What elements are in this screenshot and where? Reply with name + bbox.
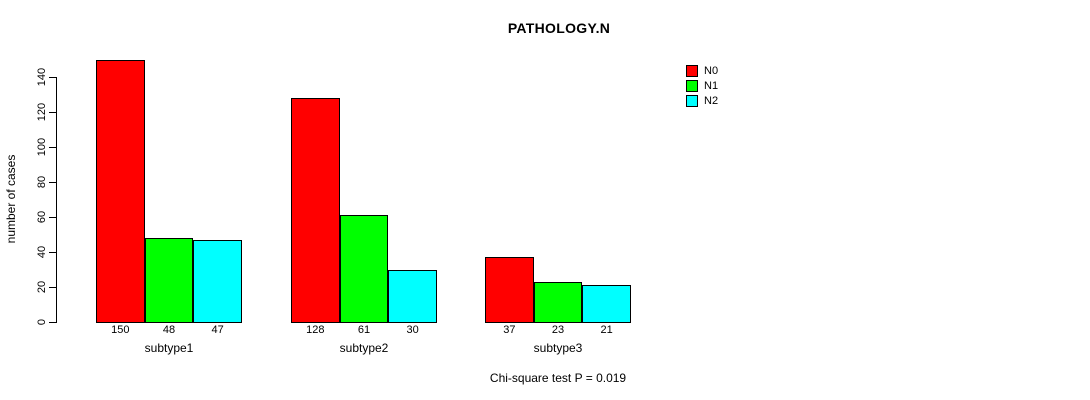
bar-n0-subtype2: [291, 98, 340, 323]
bar-n0-subtype1: [96, 59, 145, 323]
bar-n0-subtype3: [485, 257, 534, 323]
group-label-subtype3: subtype3: [533, 341, 583, 355]
y-tick-label: 140: [36, 67, 48, 87]
chart-title: PATHOLOGY.N: [507, 20, 611, 36]
legend: N0 N1 N2: [686, 65, 718, 110]
bar-value-label: 47: [211, 324, 224, 336]
bar-value-label: 30: [406, 324, 419, 336]
bar-n1-subtype2: [339, 215, 389, 323]
legend-label: N0: [704, 65, 719, 77]
bar-value-label: 23: [551, 324, 565, 336]
y-axis-label: number of cases: [4, 154, 18, 244]
bar-value-label: 48: [162, 324, 176, 336]
bar-n1-subtype1: [144, 238, 194, 323]
legend-item-n0: N0: [686, 65, 718, 77]
y-tick-label: 20: [36, 280, 48, 294]
y-tick: [49, 181, 56, 183]
bar-value-label: 37: [503, 324, 516, 336]
bar-n2-subtype1: [193, 239, 242, 323]
legend-swatch-n2: [686, 95, 698, 107]
annotation-text: Chi-square test P = 0.019: [489, 371, 627, 385]
bar-n2-subtype3: [582, 285, 631, 323]
y-tick-label: 100: [36, 137, 48, 157]
y-tick: [49, 216, 56, 218]
legend-label: N1: [704, 80, 719, 92]
bar-value-label: 150: [111, 324, 130, 336]
bar-value-label: 21: [600, 324, 613, 336]
y-tick: [49, 251, 56, 253]
bar-value-label: 128: [306, 324, 325, 336]
y-tick-label: 0: [36, 318, 48, 326]
legend-swatch-n0: [686, 65, 698, 77]
y-tick: [49, 321, 56, 323]
y-tick: [49, 111, 56, 113]
y-axis: [56, 77, 57, 323]
bar-n1-subtype3: [533, 281, 583, 323]
group-label-subtype1: subtype1: [144, 341, 194, 355]
legend-swatch-n1: [686, 80, 698, 92]
y-tick: [49, 146, 56, 148]
y-tick-label: 80: [36, 175, 48, 189]
y-tick-label: 40: [36, 245, 48, 259]
y-tick: [49, 286, 56, 288]
legend-label: N2: [704, 95, 719, 107]
bar-n2-subtype2: [388, 269, 437, 323]
y-tick: [49, 76, 56, 78]
legend-item-n1: N1: [686, 80, 718, 92]
legend-item-n2: N2: [686, 95, 718, 107]
group-label-subtype2: subtype2: [339, 341, 389, 355]
y-tick-label: 60: [36, 210, 48, 224]
bar-value-label: 61: [357, 324, 371, 336]
y-tick-label: 120: [36, 102, 48, 122]
